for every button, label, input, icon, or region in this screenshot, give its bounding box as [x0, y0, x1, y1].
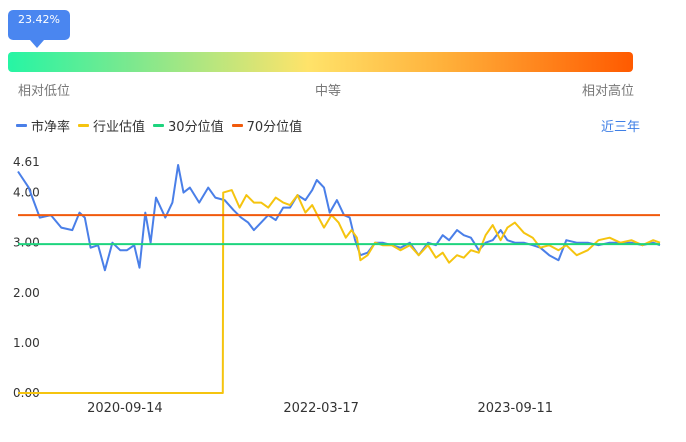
y-tick-label-1: 1.00 [13, 336, 40, 350]
legend-swatch-pb [16, 124, 27, 127]
y-tick-label-2: 2.00 [13, 286, 40, 300]
period-selector[interactable]: 近三年 [600, 120, 640, 135]
y-tick-label-3: 3.00 [13, 236, 40, 250]
tooltip-arrow [30, 40, 44, 48]
percentile-tooltip: 23.42% [8, 10, 70, 40]
legend-swatch-p30 [153, 124, 165, 127]
x-tick-label-1: 2022-03-17 [283, 401, 359, 416]
legend-item-p30[interactable]: 30分位值 [153, 116, 224, 135]
legend-label-pb: 市净率 [31, 120, 71, 135]
legend-item-industry[interactable]: 行业估值 [78, 116, 145, 135]
legend-label-p70: 70分位值 [246, 120, 303, 135]
legend-swatch-p70 [231, 124, 243, 127]
legend-swatch-industry [78, 124, 90, 127]
legend-label-p30: 30分位值 [168, 120, 224, 135]
x-tick-label-0: 2020-09-14 [87, 401, 163, 416]
x-tick-label-2: 2023-09-11 [477, 401, 553, 416]
y-tick-label-4: 4.00 [13, 186, 40, 200]
valuation-gauge-bar [8, 52, 633, 72]
gauge-high-label: 相对高位 [582, 84, 635, 99]
legend-item-p70[interactable]: 70分位值 [231, 116, 303, 135]
gauge-mid-label: 中等 [315, 84, 342, 99]
gauge-low-label: 相对低位 [18, 84, 71, 99]
series-line-1 [18, 189, 661, 394]
y-tick-label-5: 4.61 [13, 155, 40, 169]
legend-label-industry: 行业估值 [93, 120, 146, 135]
chart-legend: 市净率 行业估值 30分位值 70分位值 [16, 116, 310, 135]
series-line-0 [17, 164, 661, 272]
percentile-value: 23.42% [18, 13, 60, 26]
legend-item-pb[interactable]: 市净率 [16, 116, 70, 135]
